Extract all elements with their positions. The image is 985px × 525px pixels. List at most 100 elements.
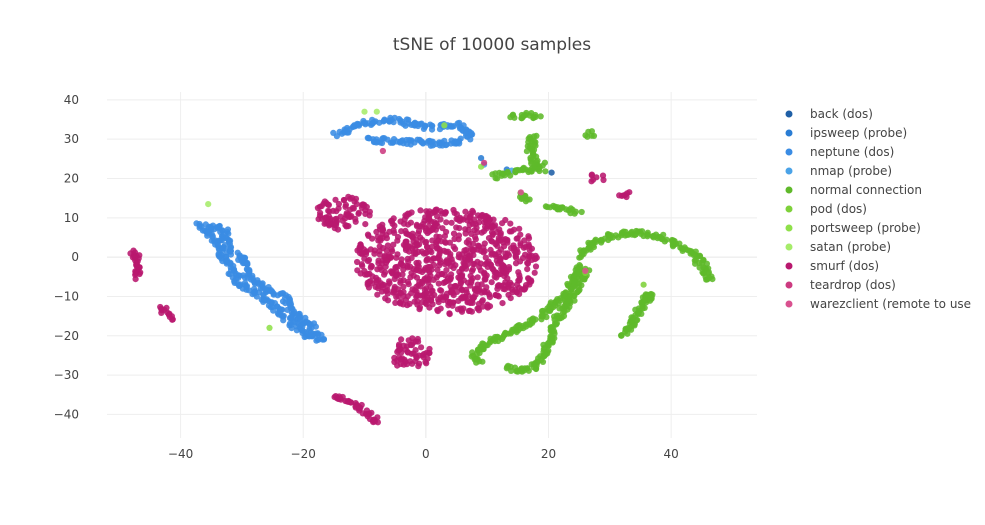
legend-item[interactable]: neptune (dos) — [785, 145, 895, 159]
series-point-4 — [672, 240, 680, 247]
series-point-8 — [356, 404, 363, 411]
legend-item[interactable]: warezclient (remote to use — [785, 297, 972, 311]
series-point-8 — [467, 299, 474, 306]
legend-item[interactable]: pod (dos) — [785, 202, 867, 216]
series-point-8 — [455, 232, 463, 239]
series-point-8 — [521, 237, 528, 244]
series-point-8 — [474, 274, 481, 281]
legend-label: portsweep (probe) — [810, 221, 921, 235]
series-point-2 — [439, 142, 446, 149]
legend-item[interactable]: normal connection — [785, 183, 922, 197]
series-point-4 — [508, 328, 515, 336]
series-point-2 — [288, 325, 295, 332]
series-point-8 — [406, 243, 413, 250]
series-point-8 — [355, 209, 362, 216]
series-point-2 — [280, 317, 287, 324]
series-point-2 — [314, 336, 321, 343]
series-point-8 — [315, 216, 322, 223]
series-point-2 — [402, 122, 409, 129]
series-point-4 — [542, 168, 549, 175]
series-point-2 — [390, 119, 397, 126]
series-point-8 — [371, 418, 378, 425]
series-point-8 — [333, 219, 340, 226]
series-point-8 — [381, 271, 388, 278]
series-point-8 — [339, 217, 346, 224]
series-point-4 — [473, 350, 480, 357]
series-point-8 — [419, 236, 426, 243]
series-point-4 — [556, 315, 564, 322]
series-point-8 — [477, 267, 484, 274]
series-point-8 — [390, 241, 397, 248]
series-point-8 — [455, 251, 463, 258]
series-point-8 — [376, 223, 383, 230]
series-point-8 — [451, 235, 458, 243]
series-point-8 — [358, 261, 365, 268]
series-point-8 — [456, 268, 463, 275]
legend-item[interactable]: teardrop (dos) — [785, 278, 896, 292]
series-point-8 — [492, 251, 499, 258]
series-point-8 — [371, 250, 378, 257]
series-point-8 — [443, 228, 450, 236]
legend-item[interactable]: back (dos) — [785, 107, 873, 121]
series-point-8 — [493, 239, 500, 246]
x-tick-label: 20 — [541, 447, 556, 461]
legend-label: normal connection — [810, 183, 922, 197]
series-point-8 — [471, 294, 478, 301]
series-point-8 — [407, 263, 414, 270]
series-point-4 — [572, 208, 579, 215]
series-point-4 — [541, 159, 549, 166]
series-point-8 — [352, 195, 360, 202]
series-point-8 — [443, 267, 450, 274]
x-tick-label: −40 — [168, 447, 193, 461]
series-point-4 — [535, 166, 542, 173]
series-point-8 — [386, 278, 393, 285]
y-tick-label: −40 — [54, 407, 79, 421]
series-point-8 — [353, 201, 360, 208]
series-point-4 — [507, 172, 514, 179]
legend-item[interactable]: portsweep (probe) — [785, 221, 921, 235]
series-point-2 — [457, 135, 464, 142]
series-point-8 — [435, 272, 442, 279]
series-point-8 — [437, 294, 444, 301]
series-point-8 — [403, 238, 410, 245]
legend-marker — [785, 262, 793, 270]
series-point-7 — [373, 108, 380, 115]
series-point-8 — [373, 228, 380, 235]
y-tick-label: −20 — [54, 329, 79, 343]
legend-item[interactable]: ipsweep (probe) — [785, 126, 908, 140]
series-point-8 — [412, 249, 419, 256]
series-point-8 — [473, 224, 480, 231]
series-point-8 — [616, 192, 623, 199]
data-points — [127, 108, 716, 426]
series-point-8 — [379, 284, 386, 291]
x-tick-label: 40 — [664, 447, 679, 461]
series-point-8 — [379, 234, 386, 242]
series-point-8 — [400, 262, 407, 269]
series-point-8 — [422, 227, 430, 235]
series-point-8 — [415, 227, 423, 235]
legend-marker — [785, 224, 793, 232]
legend-label: neptune (dos) — [810, 145, 894, 159]
legend[interactable]: back (dos) ipsweep (probe) neptune (dos) nm… — [785, 107, 972, 311]
series-point-8 — [507, 220, 514, 227]
series-point-10 — [517, 189, 525, 196]
legend-marker — [785, 110, 793, 118]
series-point-2 — [396, 115, 403, 123]
series-point-8 — [391, 354, 398, 361]
legend-item[interactable]: smurf (dos) — [785, 259, 880, 273]
legend-item[interactable]: nmap (probe) — [785, 164, 893, 178]
y-tick-label: 10 — [64, 211, 79, 225]
legend-item[interactable]: satan (probe) — [785, 240, 892, 254]
legend-marker — [785, 167, 793, 175]
series-point-8 — [593, 174, 600, 181]
series-point-2 — [234, 249, 241, 256]
series-point-4 — [638, 230, 645, 237]
series-point-8 — [395, 354, 402, 361]
series-point-8 — [424, 244, 431, 251]
series-point-8 — [404, 348, 411, 356]
series-point-8 — [478, 298, 486, 305]
series-point-8 — [330, 207, 337, 214]
series-point-8 — [324, 201, 332, 208]
series-point-8 — [393, 268, 400, 275]
legend-label: warezclient (remote to use — [810, 297, 971, 311]
